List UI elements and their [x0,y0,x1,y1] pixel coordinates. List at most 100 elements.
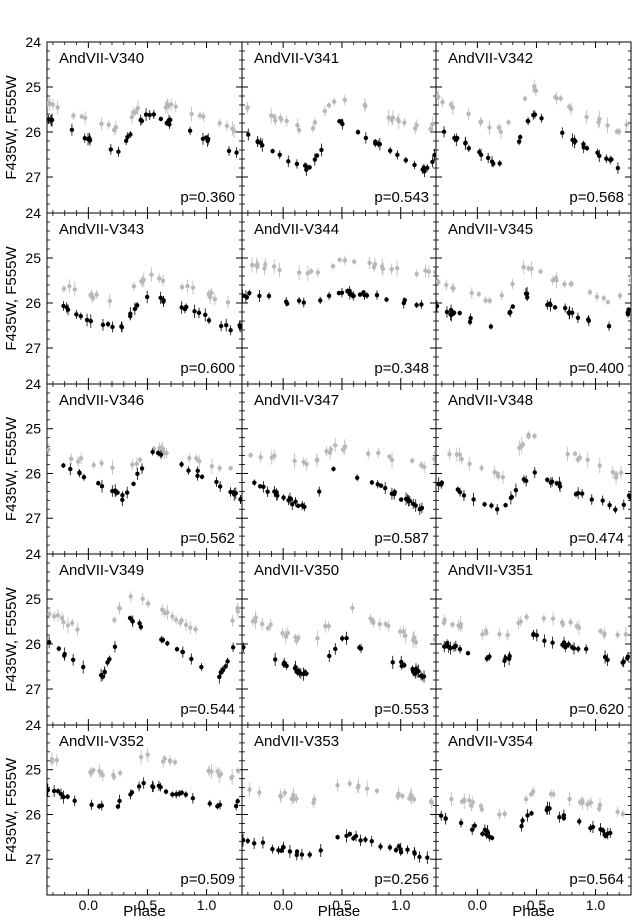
f555w-point [387,148,393,153]
f435w-point [209,769,214,774]
panel-period-label: p=0.562 [180,530,235,547]
f555w-point [410,666,415,672]
f555w-point [99,484,105,489]
f435w-point [99,460,104,466]
x-axis-label: Phase [512,903,555,919]
f555w-point [335,835,340,840]
f555w-point [405,847,410,852]
f555w-point [417,854,422,860]
f435w-point [111,774,117,780]
f435w-point [134,461,139,466]
f555w-point [347,291,353,297]
panel-period-label: p=0.587 [374,530,429,547]
panel-points [248,437,436,515]
panel-star-name: AndVII-V348 [448,392,533,409]
f555w-point [242,293,245,299]
f555w-point [438,813,444,818]
panel-period-label: p=0.256 [374,871,429,888]
f435w-point [411,797,417,802]
f435w-point [157,276,162,281]
f555w-point [58,791,64,797]
f555w-point [214,479,219,485]
f435w-point [410,638,416,643]
f555w-point [384,297,389,302]
f555w-point [135,471,140,476]
f435w-point [185,283,190,289]
f435w-point [337,257,342,263]
panel-frame [435,383,632,555]
f555w-point [179,462,184,467]
f435w-point [173,104,178,109]
x-axis-labels: 0.0 0.5 1.0 0.0 0.5 1.0 0.0 0.5 1.0 Phase Phase Pha… [79,897,606,920]
f555w-point [217,802,223,807]
f555w-point [457,310,462,316]
f435w-point [50,102,56,107]
f555w-point [395,152,400,158]
f555w-point [295,503,301,509]
f555w-point [412,850,417,855]
f435w-point [91,462,96,468]
panel-frame [241,724,437,896]
panel-andvii-v340: AndVII-V340 p=0.360 [46,41,243,214]
f555w-point [120,497,125,502]
f555w-point [560,130,565,135]
f555w-point [416,668,421,674]
f555w-point [570,645,575,650]
f555w-point [147,112,152,118]
f435w-point [502,811,507,817]
f435w-point [269,455,274,460]
f555w-point [286,159,291,164]
f555w-point [47,640,52,645]
f555w-point [165,641,170,646]
f435w-point [484,630,489,636]
f435w-point [548,791,554,797]
f435w-point [323,623,328,629]
f555w-point [199,664,204,670]
f555w-point [482,502,487,507]
f555w-point [584,146,590,151]
f435w-point [448,102,454,107]
y-axis-label: F435W, F555W [3,246,20,351]
f555w-point [502,658,507,664]
f555w-point [607,502,612,508]
f435w-point [383,621,388,627]
panel-andvii-v353: AndVII-V353 p=0.256 [241,724,437,896]
f435w-point [402,120,407,125]
f555w-point [363,135,369,141]
f435w-point [368,616,373,621]
f435w-point [496,125,502,130]
f435w-point [470,800,475,805]
f555w-point [369,838,374,844]
f555w-point [47,787,51,793]
f435w-point [296,127,302,133]
panel-period-label: p=0.400 [569,360,624,377]
f555w-point [217,674,222,680]
f555w-point [413,671,418,676]
f435w-point [173,617,179,622]
f555w-point [417,506,422,512]
f555w-point [163,789,169,794]
f555w-point [621,502,626,507]
f555w-point [302,669,308,675]
y-tick-label: 27 [25,340,41,356]
f435w-point [476,291,481,297]
f555w-point [609,157,614,162]
f435w-point [228,466,233,471]
f555w-point [68,466,73,472]
y-tick-label: 24 [25,717,41,733]
f435w-point [217,121,222,126]
f435w-point [395,794,400,799]
f555w-point [187,128,193,133]
f555w-point [186,468,191,473]
f435w-point [91,767,96,773]
y-axis-label: F435W, F555W [3,757,20,862]
f555w-point [605,657,610,663]
f555w-point [107,656,112,662]
f555w-point [420,674,425,679]
panel-andvii-v344: AndVII-V344 p=0.348 [241,212,437,385]
f555w-point [283,299,289,304]
f555w-point [613,507,618,512]
panel-star-name: AndVII-V347 [254,392,339,409]
f435w-point [225,300,231,305]
f555w-point [294,161,300,167]
